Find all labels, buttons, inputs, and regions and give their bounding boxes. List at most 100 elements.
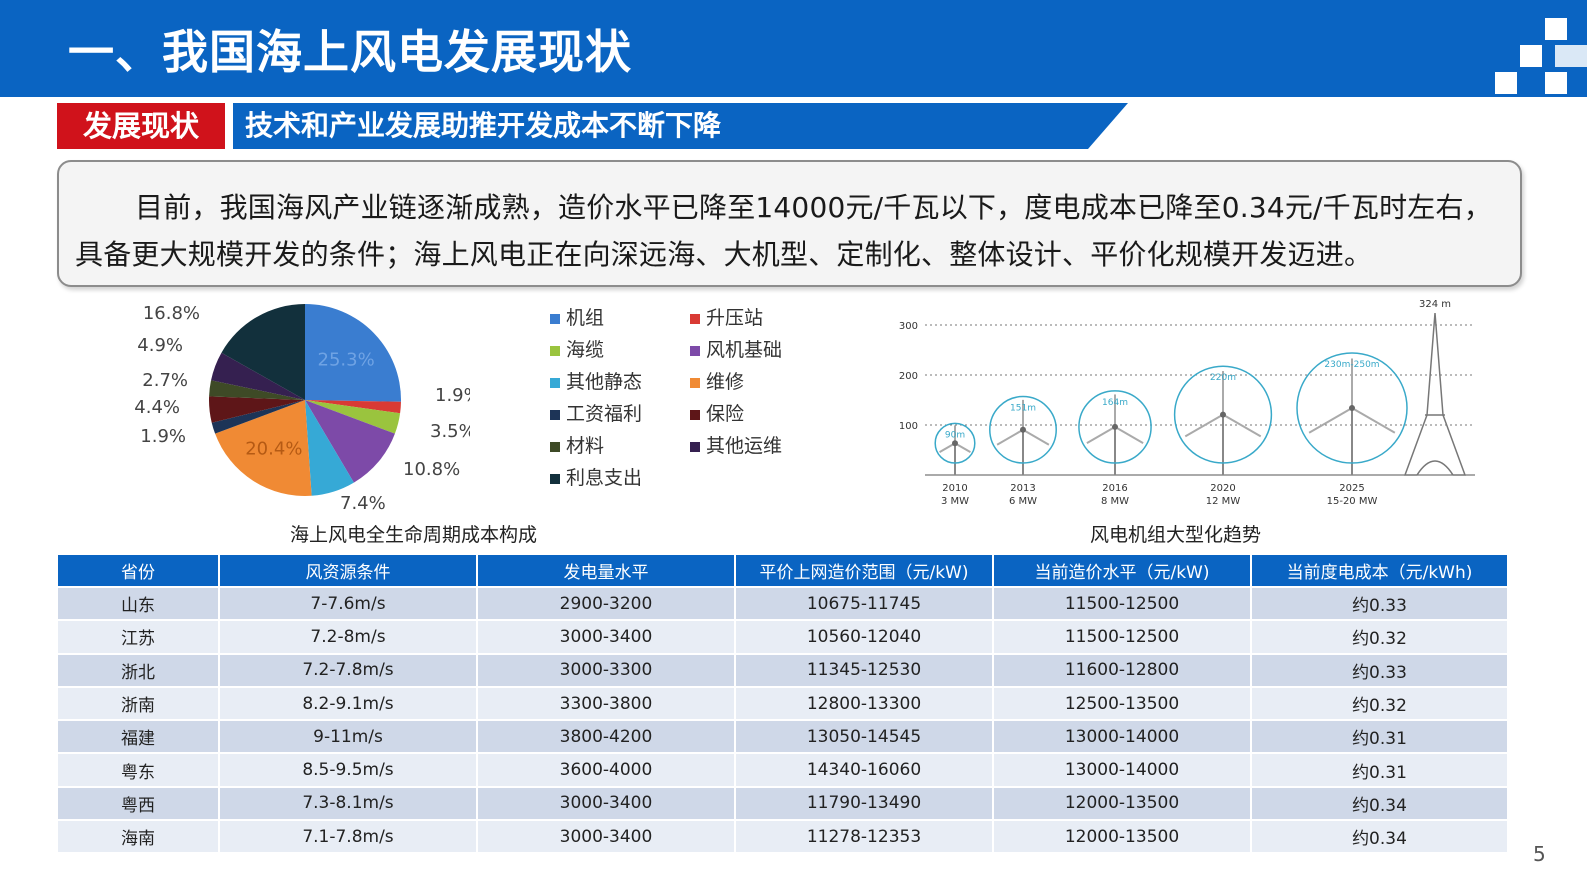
y-tick-label: 200 [899,371,918,382]
year-label: 2016 [1102,483,1127,494]
table-cell: 7.3-8.1m/s [219,785,478,821]
legend-swatch [690,409,700,420]
pie-slice-label: 4.4% [134,397,180,418]
table-cell: 12000-13500 [993,785,1252,821]
legend-label: 利息支出 [566,467,643,489]
table-cell: 约0.31 [1251,752,1509,787]
year-label: 2010 [942,483,967,494]
legend-swatch [550,441,560,452]
table-cell: 11500-12500 [993,585,1252,621]
table-cell: 约0.31 [1251,719,1509,754]
turbine-hub [1349,405,1355,411]
table-header-cell: 当前造价水平（元/kW) [993,555,1252,587]
legend-swatch [690,441,700,452]
turbine-blade [1022,428,1050,446]
cost-pie-chart: 25.3% 1.9% 3.5% 10.8% 7.4% 20.4% 1.9% 4.4% 2.7% 4… [134,303,470,514]
table-cell: 约0.32 [1251,685,1509,721]
pie-slice [305,400,401,434]
table-row: 山东 7-7.6m/s 2900-3200 10675-11745 11500-1250… [58,585,1509,621]
legend-item: 利息支出 [550,465,642,491]
table-cell: 7.2-8m/s [219,619,478,654]
table-cell: 约0.33 [1251,652,1509,687]
legend-swatch [550,473,560,484]
legend-swatch [550,409,560,420]
table-cell: 粤西 [58,785,220,821]
table-header-cell: 当前度电成本（元/kWh) [1251,555,1509,587]
pie-slice [215,400,312,496]
section-tag: 发展现状 [57,103,225,149]
legend-item: 海缆 [550,337,604,363]
rotor-diameter-label: 230m-250m [1324,360,1379,370]
table-cell: 3300-3800 [477,685,736,721]
table-cell: 7.1-7.8m/s [219,819,478,853]
table-cell: 12800-13300 [735,685,994,721]
capacity-label: 12 MW [1206,496,1241,507]
pie-slice [305,400,401,414]
y-tick-label: 100 [899,421,918,432]
table-row: 浙南 8.2-9.1m/s 3300-3800 12800-13300 12500-13… [58,685,1509,721]
legend-item: 工资福利 [550,401,642,427]
table-cell: 约0.33 [1251,585,1509,621]
rotor-circle [1296,352,1408,464]
rotor-diameter-label: 151m [1010,404,1036,414]
legend-item: 机组 [550,305,604,331]
table-cell: 11278-12353 [735,819,994,853]
legend-label: 机组 [566,307,605,329]
legend-swatch [690,345,700,356]
table-cell: 约0.34 [1251,785,1509,821]
rotor-diameter-label: 164m [1102,398,1128,408]
table-cell: 13050-14545 [735,719,994,754]
year-label: 2013 [1010,483,1035,494]
legend-label: 升压站 [706,307,764,329]
table-cell: 3000-3400 [477,619,736,654]
capacity-label: 15-20 MW [1327,496,1378,507]
turbine-hub [1220,411,1226,418]
legend-label: 风机基础 [706,339,783,361]
pie-caption: 海上风电全生命周期成本构成 [290,524,538,546]
turbine-trend-chart: 100 200 300 324 m 90m 2010 3 MW 151m 2013 6 MW 164… [899,299,1475,507]
legend-item: 风机基础 [690,337,782,363]
legend-swatch [550,313,560,324]
table-row: 福建 9-11m/s 3800-4200 13050-14545 13000-14000… [58,719,1509,754]
pie-slice-label: 10.8% [403,459,460,480]
legend-item: 其他运维 [690,433,782,459]
legend-label: 保险 [706,403,745,425]
turbine-blade [1222,413,1262,438]
table-cell: 3800-4200 [477,719,736,754]
table-cell: 3000-3400 [477,785,736,821]
table-cell: 12000-13500 [993,819,1252,853]
turbine-blade [996,428,1024,446]
year-label: 2020 [1210,483,1235,494]
pie-slice-label: 1.9% [435,385,470,406]
rotor-diameter-label: 90m [945,430,965,440]
year-label: 2025 [1339,483,1364,494]
turbine-blade [1351,407,1396,434]
pie-slice [221,304,305,400]
table-cell: 山东 [58,585,220,621]
legend-item: 升压站 [690,305,763,331]
table-cell: 7.2-7.8m/s [219,652,478,687]
table-cell: 11600-12800 [993,652,1252,687]
table-cell: 3600-4000 [477,752,736,787]
legend-label: 工资福利 [566,403,643,425]
table-header-cell: 平价上网造价范围（元/kW) [735,555,994,587]
table-cell: 粤东 [58,752,220,787]
table-cell: 2900-3200 [477,585,736,621]
pie-slice [211,352,305,400]
section-title: 技术和产业发展助推开发成本不断下降 [245,109,722,142]
pie-slice-label: 3.5% [430,421,470,442]
pie-slice [211,400,305,434]
capacity-label: 6 MW [1009,496,1037,507]
pie-slice [209,380,305,400]
table-cell: 江苏 [58,619,220,654]
table-cell: 浙南 [58,685,220,721]
legend-item: 保险 [690,401,744,427]
rotor-circle [1173,365,1273,464]
table-row: 江苏 7.2-8m/s 3000-3400 10560-12040 11500-1250… [58,619,1509,654]
table-cell: 海南 [58,819,220,853]
table-row: 海南 7.1-7.8m/s 3000-3400 11278-12353 12000-13… [58,819,1509,853]
table-row: 粤西 7.3-8.1m/s 3000-3400 11790-13490 12000-13… [58,785,1509,821]
page-number: 5 [1533,842,1546,866]
pie-slice-label: 2.7% [142,370,188,391]
pie-legend: 机组 升压站 海缆 风机基础 其他静态 维修 工资福利 保险 材料 其他运维 利息支出 [550,305,850,505]
